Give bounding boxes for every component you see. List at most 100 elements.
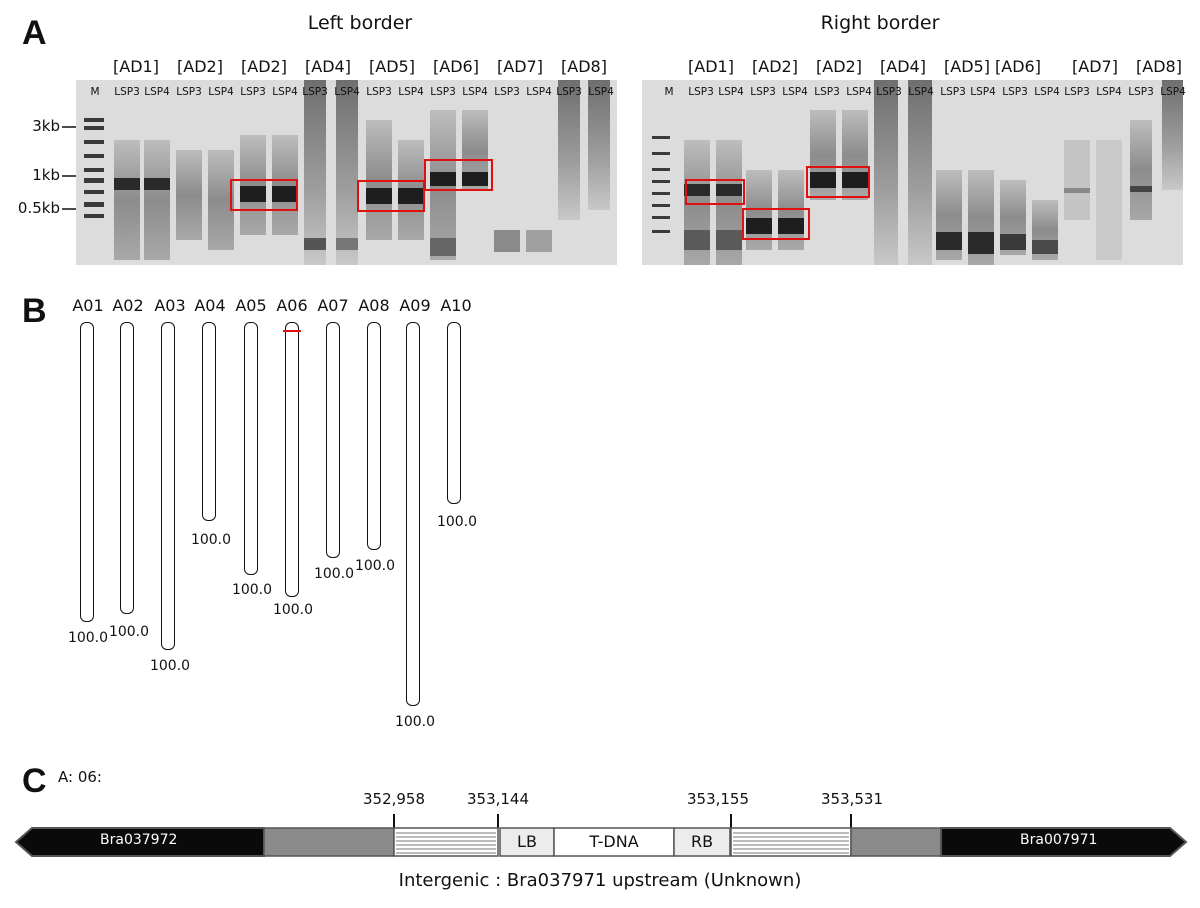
lane-label: LSP4 xyxy=(1096,86,1122,98)
chromosome-length: 100.0 xyxy=(231,582,273,598)
left-group-label: [AD1] xyxy=(113,57,159,76)
right-hatched-region xyxy=(730,827,852,857)
panel-a-letter: A xyxy=(22,14,47,52)
left-gel-highlights xyxy=(230,159,493,212)
marker-lane-label: M xyxy=(664,86,674,98)
chromosome-bar xyxy=(367,322,381,550)
marker-lane-label: M xyxy=(90,86,100,98)
highlight-box xyxy=(742,208,810,240)
chromosome-position-label: A: 06: xyxy=(58,768,102,786)
right-gene-label: Bra007971 xyxy=(1020,832,1098,848)
coordinate-label: 353,531 xyxy=(820,790,884,808)
left-gene-label: Bra037972 xyxy=(100,832,178,848)
lane-label: LSP3 xyxy=(556,86,582,98)
insertion-caption: Intergenic : Bra037971 upstream (Unknown… xyxy=(398,870,802,891)
left-gel-bands xyxy=(84,80,610,265)
lane-label: LSP4 xyxy=(970,86,996,98)
rb-box xyxy=(673,827,731,857)
left-gel-image xyxy=(76,80,617,265)
chromosome-bar xyxy=(326,322,340,558)
right-gel-highlights xyxy=(685,166,870,240)
chromosome-name: A05 xyxy=(235,296,267,315)
chromosome-bar xyxy=(447,322,461,504)
chromosome-name: A10 xyxy=(440,296,472,315)
lane-label: LSP3 xyxy=(1128,86,1154,98)
lane-label: LSP3 xyxy=(750,86,776,98)
lane-label: LSP4 xyxy=(526,86,552,98)
lane-label: LSP3 xyxy=(688,86,714,98)
chromosome-name: A01 xyxy=(72,296,104,315)
lane-label: LSP3 xyxy=(176,86,202,98)
chromosome-length: 100.0 xyxy=(190,532,232,548)
lane-label: LSP4 xyxy=(208,86,234,98)
marker-label-3kb: 3kb xyxy=(32,117,60,135)
panel-c-letter: C xyxy=(22,762,47,800)
chromosome-bar xyxy=(161,322,175,650)
highlight-box xyxy=(806,166,870,198)
insertion-marker xyxy=(283,330,301,332)
lane-label: LSP3 xyxy=(240,86,266,98)
highlight-box xyxy=(424,159,493,191)
right-group-label: [AD2] xyxy=(816,57,862,76)
left-group-label: [AD5] xyxy=(369,57,415,76)
highlight-box xyxy=(685,179,745,205)
right-group-label: [AD8] xyxy=(1136,57,1182,76)
lane-label: LSP3 xyxy=(1064,86,1090,98)
panel-b-letter: B xyxy=(22,292,47,330)
left-hatched-region xyxy=(393,827,499,857)
right-group-label: [AD6] xyxy=(995,57,1041,76)
right-gel-bands xyxy=(652,80,1183,265)
left-group-label: [AD8] xyxy=(561,57,607,76)
lane-label: LSP3 xyxy=(366,86,392,98)
chromosome-bar xyxy=(202,322,216,521)
lane-label: LSP4 xyxy=(334,86,360,98)
left-group-label: [AD2] xyxy=(241,57,287,76)
right-border-title: Right border xyxy=(820,12,940,34)
chromosome-name: A04 xyxy=(194,296,226,315)
lane-label: LSP4 xyxy=(1160,86,1186,98)
chromosome-length: 100.0 xyxy=(108,624,150,640)
right-gene-arrow xyxy=(940,827,1188,857)
chromosome-length: 100.0 xyxy=(272,602,314,618)
lane-label: LSP4 xyxy=(398,86,424,98)
coordinate-label: 353,155 xyxy=(686,790,750,808)
lane-label: LSP3 xyxy=(114,86,140,98)
lane-label: LSP4 xyxy=(718,86,744,98)
right-group-label: [AD5] xyxy=(944,57,990,76)
chromosome-name: A08 xyxy=(358,296,390,315)
lane-label: LSP3 xyxy=(814,86,840,98)
lane-label: LSP4 xyxy=(272,86,298,98)
lane-label: LSP3 xyxy=(940,86,966,98)
lane-label: LSP3 xyxy=(302,86,328,98)
chromosome-name: A02 xyxy=(112,296,144,315)
left-flank xyxy=(263,827,395,857)
left-group-label: [AD6] xyxy=(433,57,479,76)
rb-label: RB xyxy=(690,832,714,851)
chromosome-bar xyxy=(244,322,258,575)
marker-label-0-5kb: 0.5kb xyxy=(17,199,60,217)
right-flank xyxy=(850,827,942,857)
chromosome-name: A06 xyxy=(276,296,308,315)
coordinate-label: 352,958 xyxy=(362,790,426,808)
lane-label: LSP3 xyxy=(1002,86,1028,98)
left-border-title: Left border xyxy=(307,12,413,34)
tdna-label: T-DNA xyxy=(589,832,639,851)
lane-label: LSP4 xyxy=(144,86,170,98)
lane-label: LSP3 xyxy=(876,86,902,98)
chromosome-name: A09 xyxy=(399,296,431,315)
left-group-label: [AD7] xyxy=(497,57,543,76)
chromosome-length: 100.0 xyxy=(149,658,191,674)
marker-label-1kb: 1kb xyxy=(32,166,60,184)
left-group-label: [AD2] xyxy=(177,57,223,76)
right-group-label: [AD1] xyxy=(688,57,734,76)
right-group-label: [AD2] xyxy=(752,57,798,76)
lane-label: LSP4 xyxy=(846,86,872,98)
chromosome-bar xyxy=(120,322,134,614)
chromosome-length: 100.0 xyxy=(436,514,478,530)
lb-label: LB xyxy=(517,832,537,851)
coordinate-label: 353,144 xyxy=(466,790,530,808)
lane-label: LSP4 xyxy=(462,86,488,98)
highlight-box xyxy=(357,180,425,212)
lane-label: LSP3 xyxy=(430,86,456,98)
chromosome-name: A07 xyxy=(317,296,349,315)
